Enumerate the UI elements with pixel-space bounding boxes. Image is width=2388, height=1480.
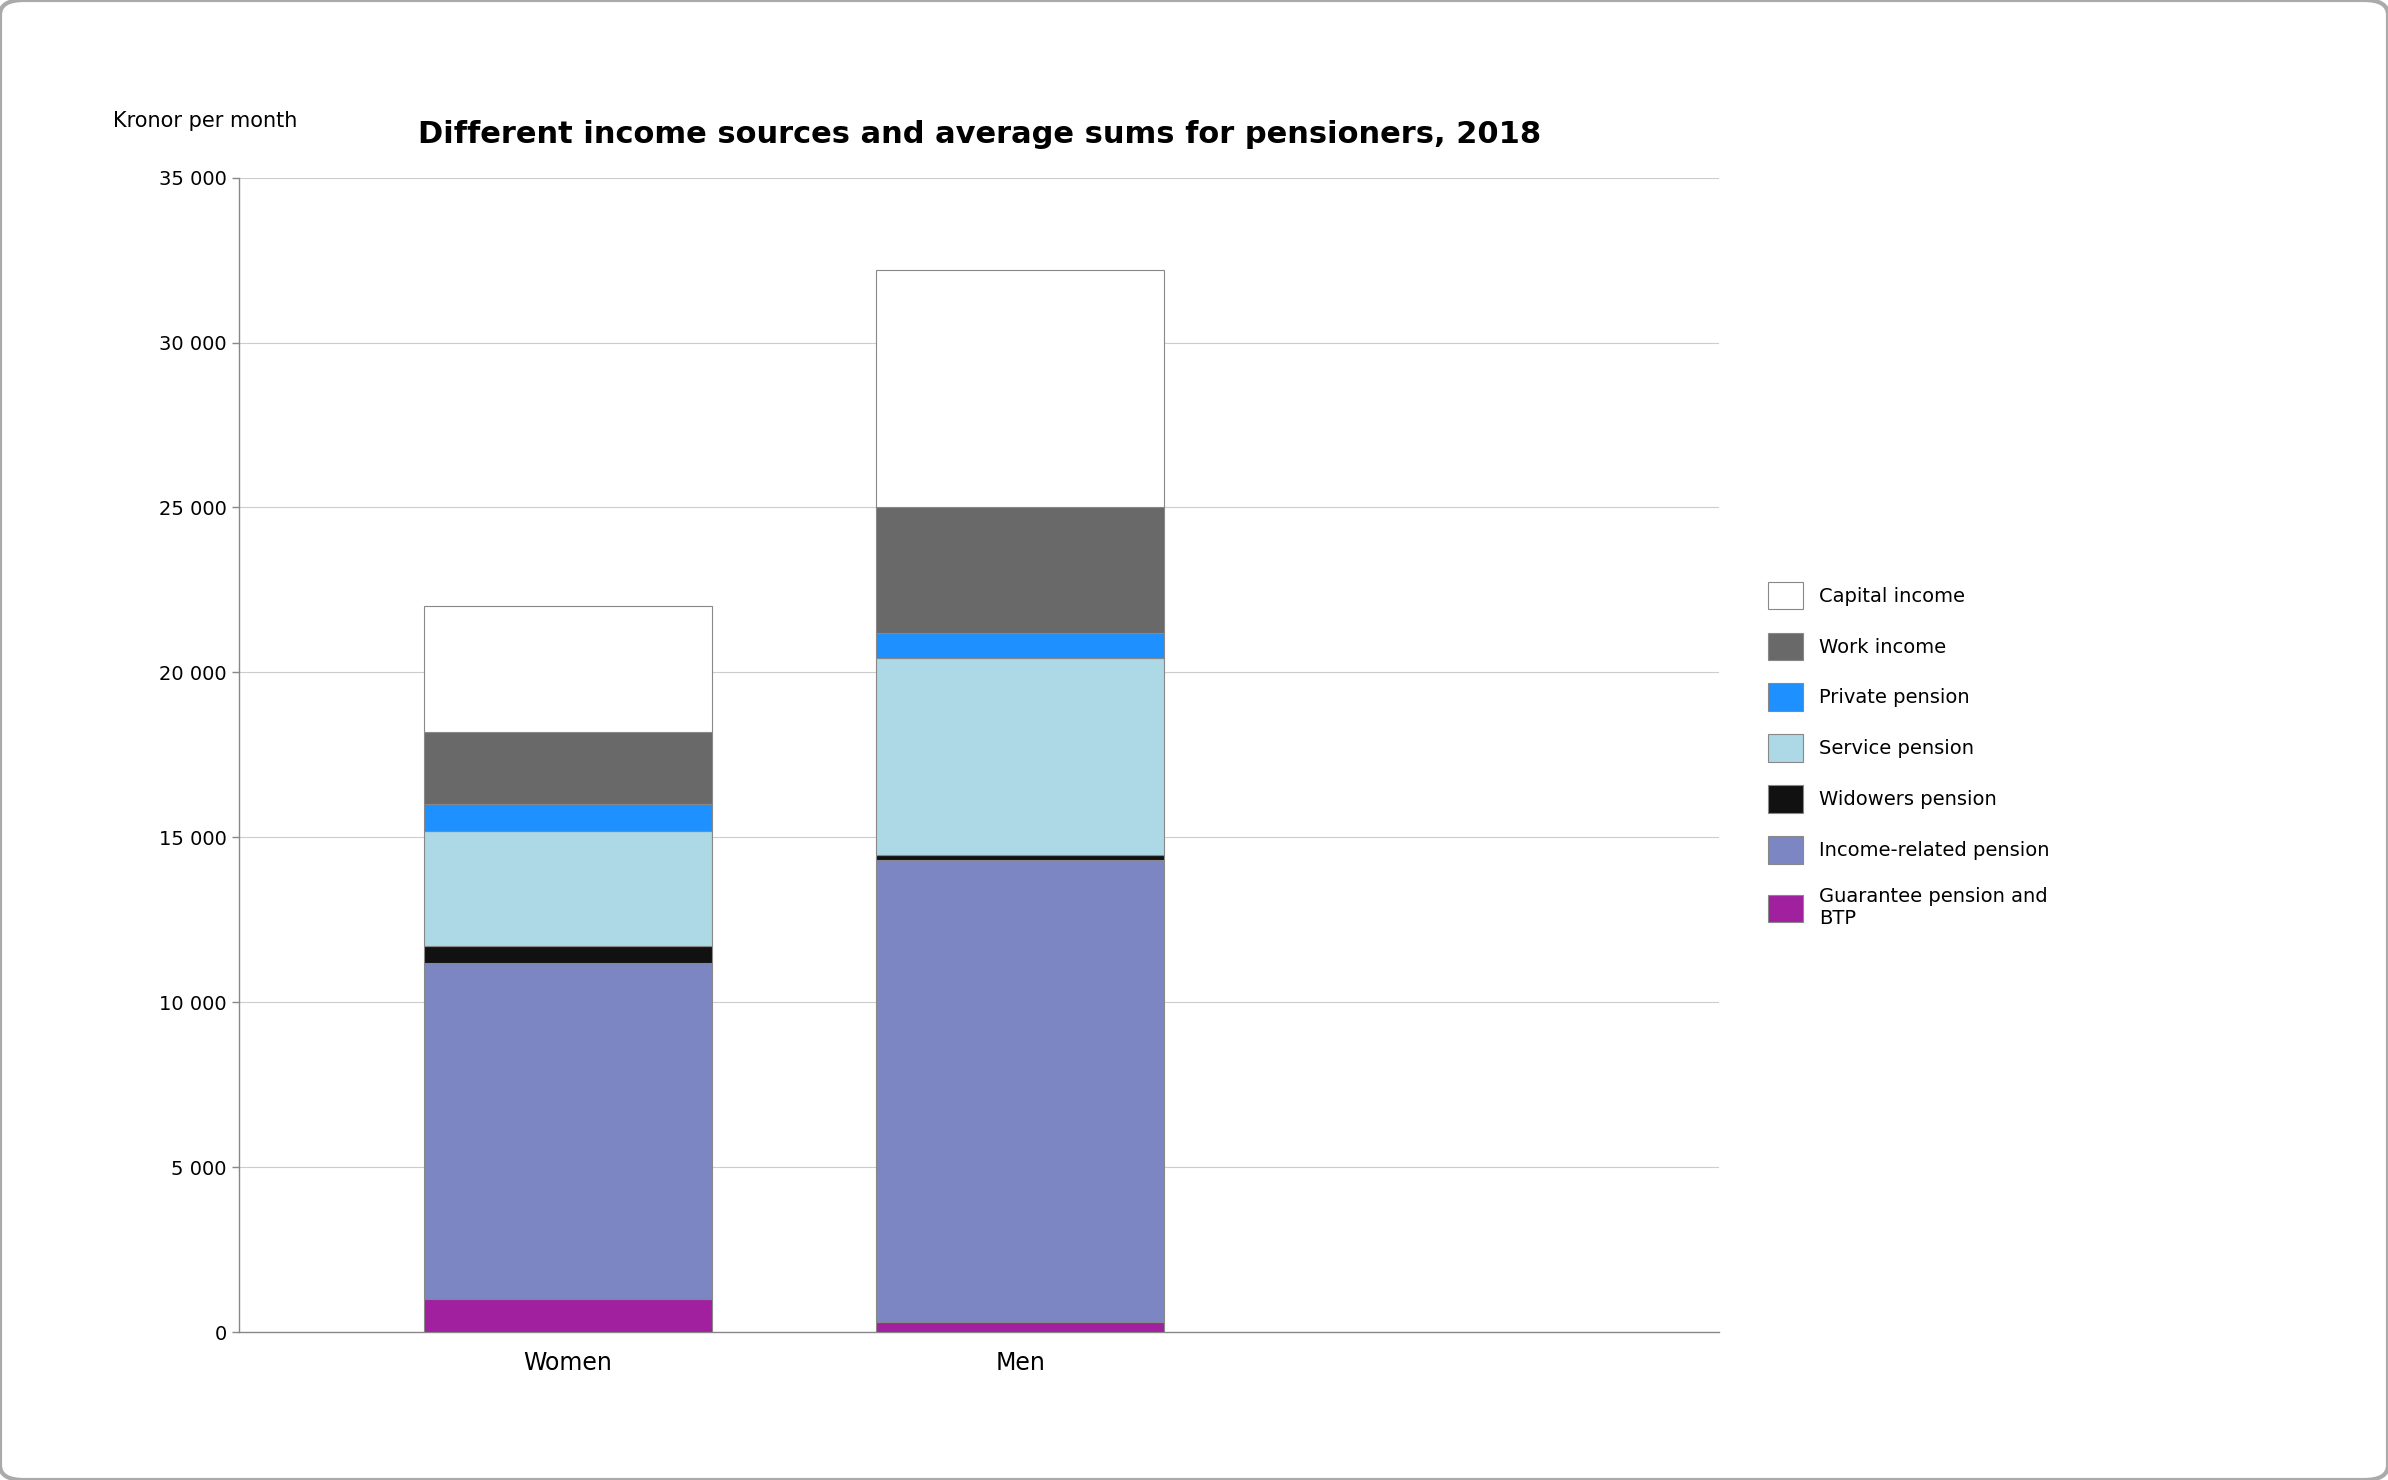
Bar (425, 962, 712, 1299)
Bar (425, 1299, 712, 1332)
Bar (876, 1322, 1163, 1332)
Bar (876, 269, 1163, 508)
Bar (876, 657, 1163, 855)
Bar (876, 855, 1163, 860)
Bar (876, 860, 1163, 1322)
Bar (425, 607, 712, 731)
Bar (876, 508, 1163, 633)
Bar (876, 633, 1163, 657)
Bar (425, 946, 712, 962)
Bar (425, 731, 712, 804)
Bar (425, 830, 712, 946)
Legend: Capital income, Work income, Private pension, Service pension, Widowers pension,: Capital income, Work income, Private pen… (1758, 573, 2058, 937)
Title: Different income sources and average sums for pensioners, 2018: Different income sources and average sum… (418, 120, 1540, 149)
Text: Kronor per month: Kronor per month (112, 111, 298, 132)
Bar (425, 804, 712, 830)
